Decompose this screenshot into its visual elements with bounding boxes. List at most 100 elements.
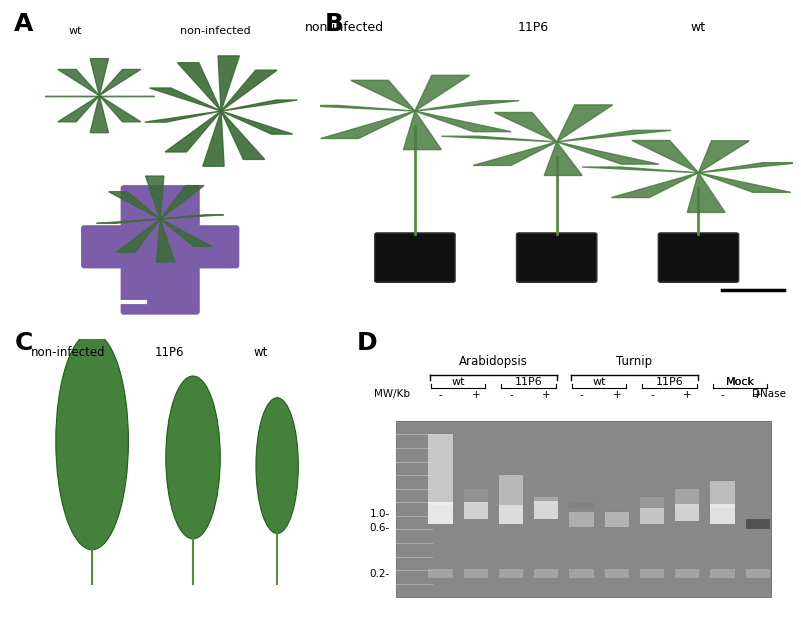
Polygon shape xyxy=(698,173,801,196)
Polygon shape xyxy=(612,173,698,197)
FancyBboxPatch shape xyxy=(534,501,558,518)
Text: non-infected: non-infected xyxy=(31,346,106,358)
Polygon shape xyxy=(557,142,660,165)
FancyBboxPatch shape xyxy=(675,503,699,521)
FancyBboxPatch shape xyxy=(658,233,739,283)
Text: wt: wt xyxy=(452,377,465,387)
FancyBboxPatch shape xyxy=(710,481,735,508)
FancyBboxPatch shape xyxy=(570,502,594,508)
FancyBboxPatch shape xyxy=(534,569,558,578)
Polygon shape xyxy=(309,106,415,111)
Text: -: - xyxy=(439,391,442,400)
FancyBboxPatch shape xyxy=(396,421,771,597)
Polygon shape xyxy=(579,167,698,173)
FancyBboxPatch shape xyxy=(640,569,664,578)
Polygon shape xyxy=(415,73,472,111)
Polygon shape xyxy=(221,111,292,134)
FancyBboxPatch shape xyxy=(81,225,239,268)
Polygon shape xyxy=(450,137,557,142)
FancyBboxPatch shape xyxy=(499,475,523,505)
Polygon shape xyxy=(491,110,557,142)
Polygon shape xyxy=(557,131,662,142)
FancyBboxPatch shape xyxy=(517,233,597,283)
Ellipse shape xyxy=(166,376,220,539)
FancyBboxPatch shape xyxy=(499,569,523,578)
Polygon shape xyxy=(203,111,224,166)
Polygon shape xyxy=(545,142,583,180)
Text: +: + xyxy=(472,391,480,400)
Text: 11P6: 11P6 xyxy=(517,21,549,34)
FancyBboxPatch shape xyxy=(570,511,594,527)
Text: DNase: DNase xyxy=(752,389,787,399)
Text: 11P6: 11P6 xyxy=(155,346,184,358)
Text: 0.2-: 0.2- xyxy=(369,569,390,579)
Text: C: C xyxy=(14,331,33,355)
Text: wt: wt xyxy=(68,26,82,36)
FancyBboxPatch shape xyxy=(640,508,664,524)
Polygon shape xyxy=(97,219,160,223)
Polygon shape xyxy=(116,219,160,252)
FancyBboxPatch shape xyxy=(675,489,699,508)
Text: 1.0-: 1.0- xyxy=(369,510,390,520)
Polygon shape xyxy=(146,176,164,219)
Text: -: - xyxy=(580,391,583,400)
Text: wt: wt xyxy=(691,21,706,34)
Text: 11P6: 11P6 xyxy=(231,180,260,190)
FancyBboxPatch shape xyxy=(746,518,770,529)
Text: MW/Kb: MW/Kb xyxy=(374,389,410,399)
Polygon shape xyxy=(221,111,264,159)
FancyBboxPatch shape xyxy=(429,569,453,578)
Polygon shape xyxy=(160,186,204,219)
Text: non-infected: non-infected xyxy=(304,21,384,34)
Polygon shape xyxy=(346,78,415,111)
Polygon shape xyxy=(109,192,160,219)
Polygon shape xyxy=(91,96,108,133)
Polygon shape xyxy=(698,163,800,173)
FancyBboxPatch shape xyxy=(605,569,629,578)
FancyBboxPatch shape xyxy=(429,502,453,524)
FancyBboxPatch shape xyxy=(464,569,488,578)
Text: 0.6-: 0.6- xyxy=(369,523,390,533)
Text: Arabidopsis: Arabidopsis xyxy=(459,355,528,368)
Polygon shape xyxy=(332,111,415,135)
Text: Mock: Mock xyxy=(726,377,755,387)
Text: -: - xyxy=(650,391,654,400)
Polygon shape xyxy=(145,111,221,122)
Polygon shape xyxy=(178,63,221,111)
Text: -: - xyxy=(721,391,724,400)
Text: 11P6: 11P6 xyxy=(656,377,683,387)
Text: +: + xyxy=(754,391,762,400)
Text: wt: wt xyxy=(593,377,606,387)
FancyBboxPatch shape xyxy=(605,511,629,527)
FancyBboxPatch shape xyxy=(429,434,453,505)
Polygon shape xyxy=(218,56,239,111)
Polygon shape xyxy=(633,141,698,173)
Polygon shape xyxy=(156,219,175,262)
FancyBboxPatch shape xyxy=(605,502,629,508)
FancyBboxPatch shape xyxy=(675,569,699,578)
Polygon shape xyxy=(160,215,223,219)
Text: +: + xyxy=(683,391,691,400)
Text: +: + xyxy=(613,391,621,400)
FancyBboxPatch shape xyxy=(464,502,488,518)
Text: B: B xyxy=(325,12,344,36)
Polygon shape xyxy=(58,70,99,96)
Polygon shape xyxy=(58,96,99,122)
FancyBboxPatch shape xyxy=(710,503,735,524)
Text: Mock: Mock xyxy=(726,377,755,387)
Polygon shape xyxy=(91,59,108,96)
Text: wt: wt xyxy=(253,346,268,358)
Text: Turnip: Turnip xyxy=(616,355,653,368)
FancyBboxPatch shape xyxy=(534,497,558,505)
Polygon shape xyxy=(165,111,221,152)
Polygon shape xyxy=(469,142,557,167)
Polygon shape xyxy=(698,139,751,173)
Text: +: + xyxy=(542,391,550,400)
Polygon shape xyxy=(557,109,608,142)
Polygon shape xyxy=(99,96,141,122)
Polygon shape xyxy=(415,111,513,132)
Polygon shape xyxy=(221,70,277,111)
Ellipse shape xyxy=(256,398,298,534)
Polygon shape xyxy=(99,70,141,96)
Polygon shape xyxy=(415,100,527,111)
